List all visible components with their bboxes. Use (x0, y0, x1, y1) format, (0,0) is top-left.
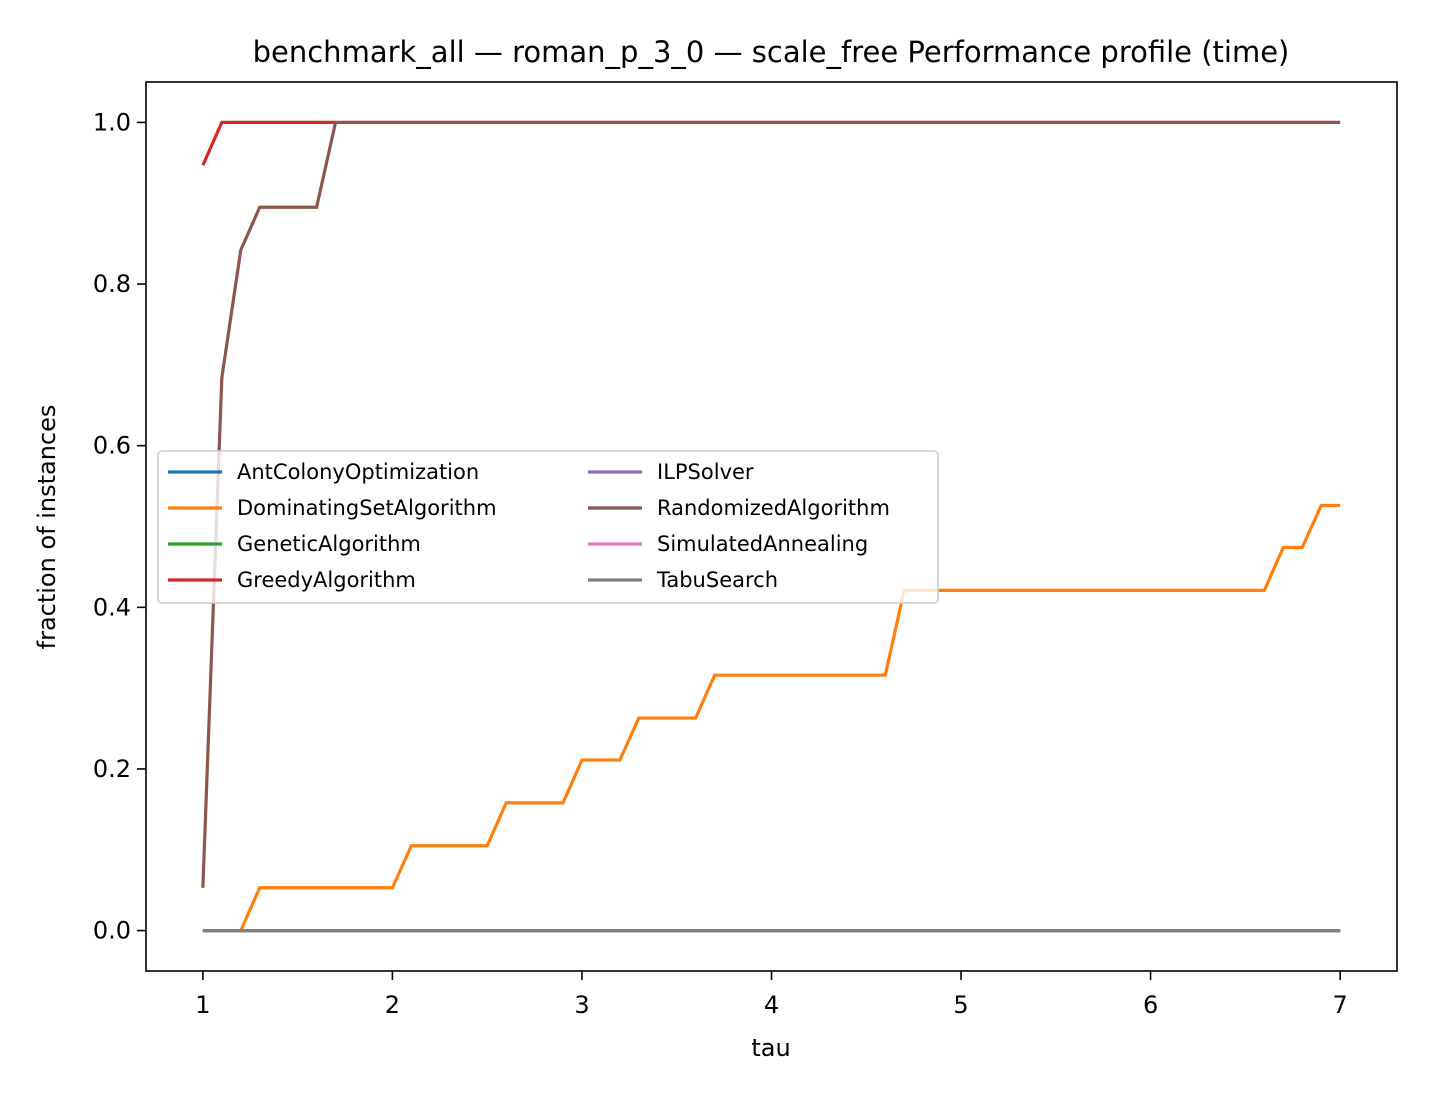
legend: AntColonyOptimization DominatingSetAlgori… (157, 450, 939, 604)
x-tick-label: 1 (195, 991, 210, 1019)
series-line-dominatingsetalgorithm (202, 503, 1341, 933)
legend-entry-label: RandomizedAlgorithm (657, 496, 890, 520)
y-tick-label: 0.8 (93, 270, 131, 298)
legend-entry-label: GreedyAlgorithm (237, 568, 416, 592)
series-line-greedyalgorithm (201, 120, 336, 166)
legend-box (157, 450, 939, 604)
series-lines (201, 120, 1341, 933)
x-tick-label: 4 (764, 991, 779, 1019)
x-tick-label: 2 (385, 991, 400, 1019)
x-tick-label: 7 (1332, 991, 1347, 1019)
legend-entry-label: TabuSearch (656, 568, 778, 592)
series-line-randomizedalgorithm (201, 120, 1341, 888)
legend-entry-label: AntColonyOptimization (237, 460, 479, 484)
legend-entry-label: SimulatedAnnealing (657, 532, 868, 556)
legend-entry-label: GeneticAlgorithm (237, 532, 421, 556)
chart-title: benchmark_all — roman_p_3_0 — scale_free… (253, 35, 1290, 69)
legend-entry-label: ILPSolver (657, 460, 754, 484)
axes: 1 2 3 4 5 6 7 0.0 0.2 0.4 0.6 0.8 1.0 (93, 81, 1398, 1019)
x-axis-label: tau (751, 1034, 790, 1062)
y-tick-label: 0.4 (93, 593, 131, 621)
y-tick-label: 1.0 (93, 108, 131, 136)
y-tick-label: 0.0 (93, 917, 131, 945)
y-tick-label: 0.2 (93, 755, 131, 783)
x-tick-label: 6 (1143, 991, 1158, 1019)
x-tick-label: 5 (953, 991, 968, 1019)
y-tick-label: 0.6 (93, 432, 131, 460)
legend-entry-label: DominatingSetAlgorithm (237, 496, 497, 520)
y-axis-label: fraction of instances (33, 405, 61, 650)
x-tick-label: 3 (574, 991, 589, 1019)
